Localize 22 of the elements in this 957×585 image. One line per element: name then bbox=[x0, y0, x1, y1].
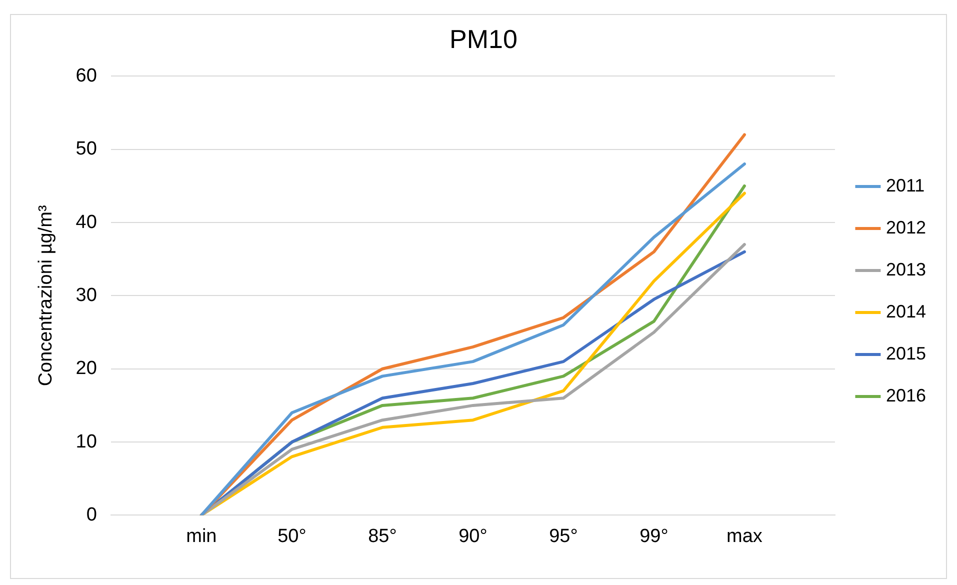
x-tick-label: max bbox=[726, 526, 763, 547]
legend-label: 2011 bbox=[886, 175, 925, 196]
y-tick-label: 10 bbox=[76, 431, 97, 452]
legend-label: 2016 bbox=[886, 385, 926, 406]
x-tick-label: 95° bbox=[549, 526, 578, 547]
legend-label: 2013 bbox=[886, 259, 926, 280]
x-tick-label: 90° bbox=[458, 526, 488, 547]
legend-label: 2014 bbox=[886, 301, 926, 322]
legend-label: 2015 bbox=[886, 343, 926, 364]
legend-label: 2012 bbox=[886, 217, 926, 238]
chart-title: PM10 bbox=[450, 24, 518, 54]
x-tick-label: 85° bbox=[368, 526, 397, 547]
y-tick-label: 40 bbox=[76, 212, 97, 233]
y-axis-title: Concentrazioni µg/m³ bbox=[36, 205, 57, 386]
x-tick-label: min bbox=[186, 526, 217, 547]
x-tick-label: 50° bbox=[278, 526, 306, 547]
y-tick-label: 0 bbox=[86, 504, 97, 526]
y-tick-label: 50 bbox=[76, 138, 97, 160]
y-tick-label: 20 bbox=[76, 358, 97, 380]
x-tick-label: 99° bbox=[640, 526, 668, 547]
y-tick-label: 60 bbox=[76, 65, 97, 86]
y-tick-label: 30 bbox=[76, 284, 97, 306]
